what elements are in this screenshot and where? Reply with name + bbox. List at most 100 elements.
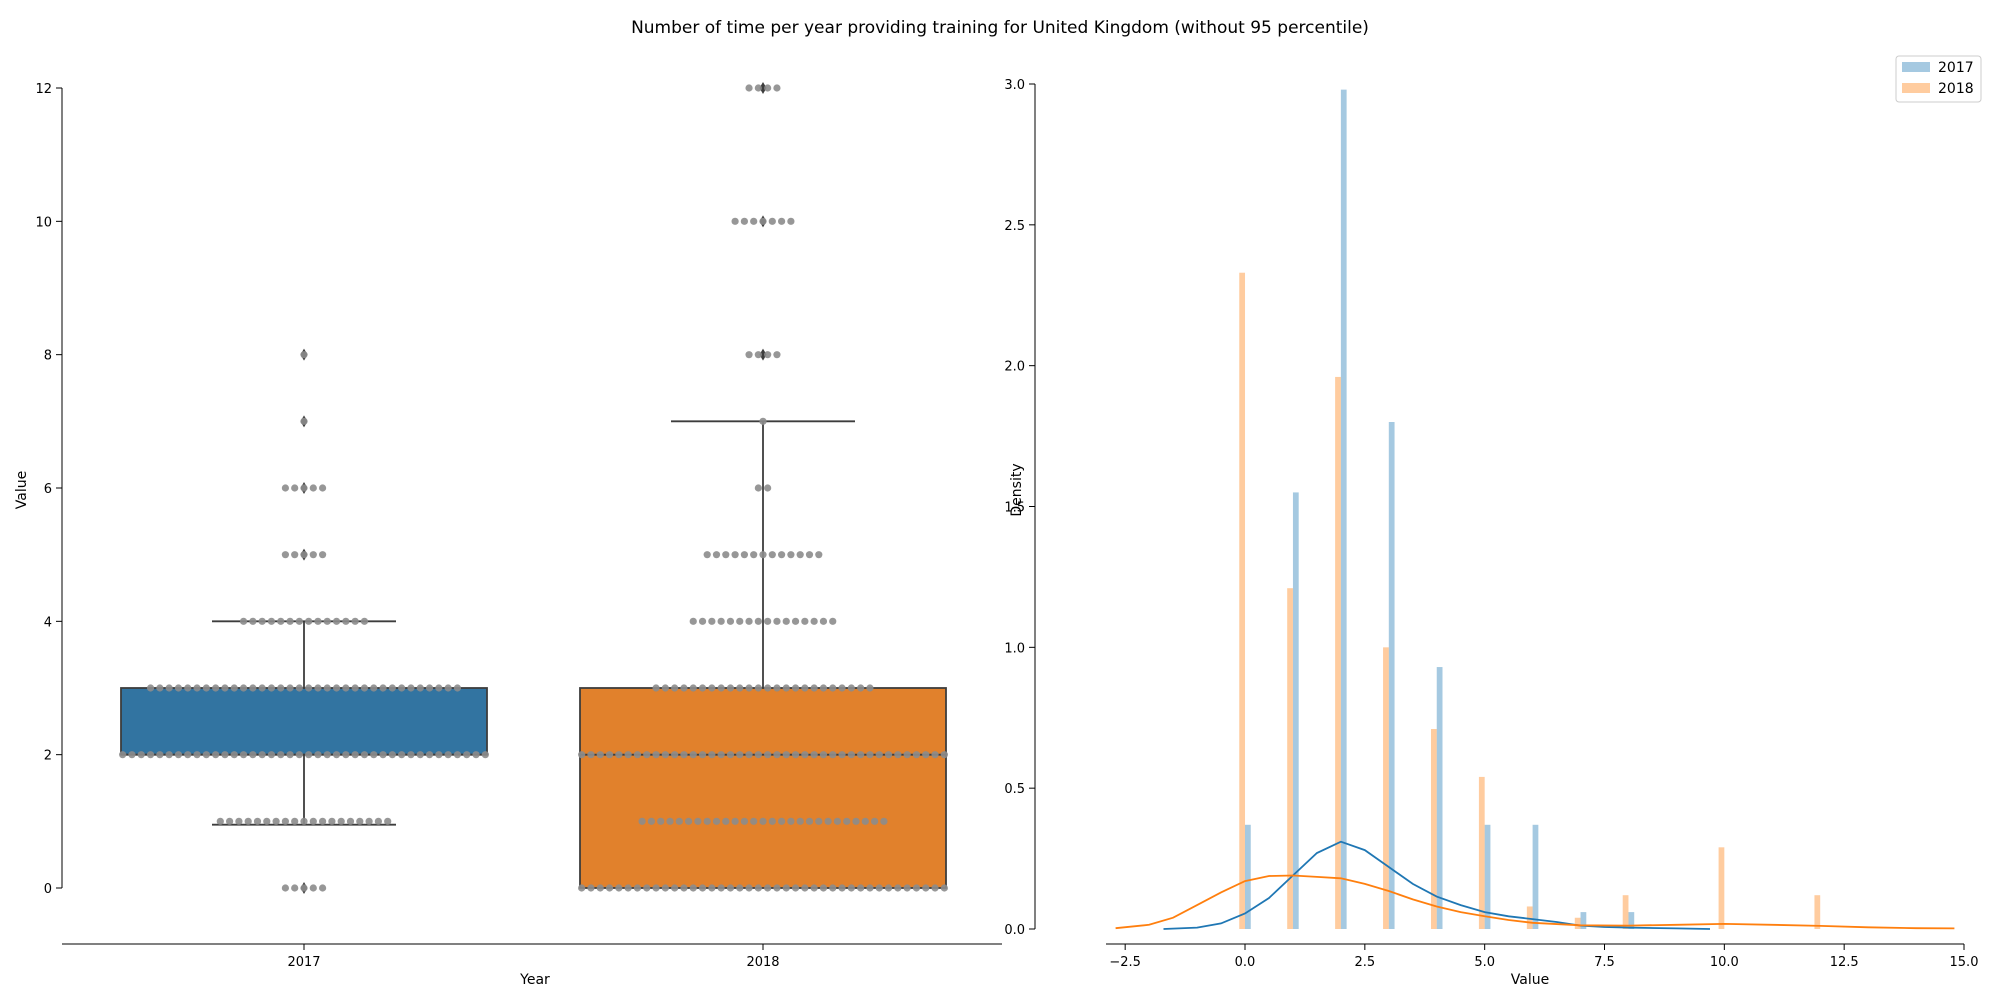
swarm-point xyxy=(351,684,359,692)
swarm-point xyxy=(360,617,369,625)
swarm-point xyxy=(773,751,781,759)
swarm-point xyxy=(309,884,317,892)
swarm-point xyxy=(894,884,902,892)
swarm-point xyxy=(689,684,697,692)
swarm-point xyxy=(866,751,874,759)
hist-y-tick-label: 0.0 xyxy=(1004,923,1025,938)
swarm-point xyxy=(291,884,299,892)
box-outlier-marker xyxy=(759,348,767,361)
swarm-point xyxy=(750,551,758,559)
swarm-point xyxy=(801,617,809,625)
swarm-point xyxy=(680,684,688,692)
swarm-point xyxy=(596,884,604,892)
swarm-point xyxy=(342,751,350,759)
hist-bar xyxy=(1340,89,1347,930)
swarm-point xyxy=(587,884,595,892)
hist-bar xyxy=(1436,667,1443,929)
swarm-point xyxy=(165,751,173,759)
hist-x-tick-label: 7.5 xyxy=(1594,955,1615,970)
swarm-point xyxy=(815,551,823,559)
swarm-point xyxy=(286,684,294,692)
swarm-point xyxy=(481,751,489,759)
swarm-point xyxy=(323,617,331,625)
swarm-point xyxy=(782,751,790,759)
swarm-point xyxy=(239,751,248,759)
swarm-point xyxy=(332,617,341,625)
swarm-point xyxy=(736,751,744,759)
swarm-point xyxy=(319,884,327,892)
swarm-point xyxy=(819,684,828,692)
swarm-point xyxy=(202,751,210,759)
kde-line-2018 xyxy=(1115,874,1955,930)
swarm-point xyxy=(740,817,749,825)
swarm-point xyxy=(249,751,257,759)
swarm-point xyxy=(137,751,145,759)
swarm-point xyxy=(277,684,285,692)
swarm-point xyxy=(388,684,396,692)
swarm-point xyxy=(745,684,753,692)
hist-bar xyxy=(1292,492,1299,929)
swarm-point xyxy=(221,684,229,692)
swarm-point xyxy=(736,617,744,625)
swarm-point xyxy=(300,884,308,892)
swarm-point xyxy=(685,817,693,825)
swarm-point xyxy=(884,751,893,759)
swarm-point xyxy=(291,484,299,492)
swarm-point xyxy=(829,684,837,692)
swarm-point xyxy=(332,751,341,759)
swarm-point xyxy=(829,884,837,892)
hist-bar xyxy=(1239,272,1246,929)
hist-bar xyxy=(1628,912,1635,929)
swarm-point xyxy=(712,817,721,825)
swarm-point xyxy=(880,817,888,825)
swarm-point xyxy=(193,751,201,759)
swarm-point xyxy=(643,884,651,892)
swarm-point xyxy=(768,817,776,825)
swarm-point xyxy=(286,617,294,625)
hist-y-tick-label: 1.5 xyxy=(1004,501,1025,516)
swarm-point xyxy=(346,817,355,825)
swarm-point xyxy=(857,684,865,692)
swarm-point xyxy=(267,751,276,759)
swarm-point xyxy=(931,751,939,759)
swarm-point xyxy=(754,484,762,492)
hist-bar xyxy=(1383,647,1389,929)
swarm-point xyxy=(754,684,762,692)
swarm-point xyxy=(671,684,679,692)
hist-x-tick-label: 2.5 xyxy=(1354,955,1375,970)
swarm-point xyxy=(291,551,299,559)
swarm-point xyxy=(267,617,276,625)
swarm-point xyxy=(263,817,271,825)
swarm-point xyxy=(305,751,313,759)
swarm-point xyxy=(708,617,716,625)
swarm-point xyxy=(754,84,762,92)
swarm-point xyxy=(319,817,327,825)
swarm-point xyxy=(940,751,948,759)
swarm-point xyxy=(759,551,767,559)
swarm-point xyxy=(782,617,790,625)
swarm-point xyxy=(146,751,155,759)
swarm-point xyxy=(295,751,303,759)
box-outlier-marker xyxy=(759,82,767,94)
swarm-point xyxy=(624,884,632,892)
swarm-point xyxy=(791,751,800,759)
swarm-point xyxy=(463,751,471,759)
histogram-panel: Value Density 0.0 0.5 1.0 1.5 2.0 2.5 3.0 −2.5 0… xyxy=(1004,78,1978,988)
swarm-point xyxy=(680,751,688,759)
swarm-point xyxy=(379,684,387,692)
swarm-point xyxy=(787,217,795,225)
swarm-point xyxy=(810,884,818,892)
hist-bar xyxy=(1718,847,1725,929)
swarm-point xyxy=(764,351,772,359)
hist-x-tick-label: 0.0 xyxy=(1235,955,1256,970)
swarm-point xyxy=(342,684,350,692)
swarm-point xyxy=(819,617,828,625)
swarm-point xyxy=(787,551,795,559)
swarm-point xyxy=(698,617,707,625)
swarm-point xyxy=(258,617,266,625)
swarm-point xyxy=(633,751,642,759)
swarm-point xyxy=(235,817,243,825)
swarm-point xyxy=(805,551,814,559)
hist-bar xyxy=(1245,824,1251,929)
swarm-point xyxy=(773,84,781,92)
